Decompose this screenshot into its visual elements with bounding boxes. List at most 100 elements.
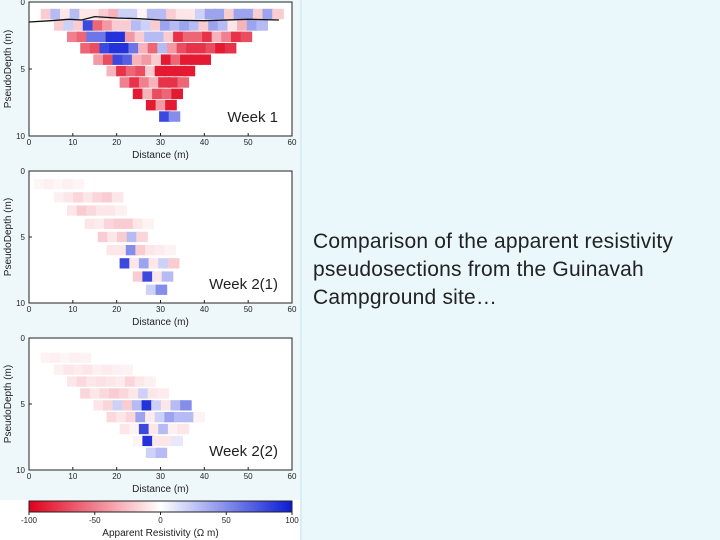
- resistivity-cell: [105, 31, 118, 43]
- resistivity-cell: [159, 111, 171, 122]
- resistivity-cell: [195, 43, 208, 54]
- resistivity-cell: [69, 8, 82, 20]
- resistivity-cell: [185, 8, 197, 20]
- resistivity-cell: [163, 31, 176, 43]
- resistivity-cell: [138, 423, 151, 435]
- resistivity-cell: [158, 258, 170, 269]
- resistivity-cell: [195, 8, 207, 20]
- resistivity-cell: [96, 376, 108, 387]
- resistivity-cell: [127, 8, 140, 20]
- resistivity-cell: [126, 231, 139, 243]
- resistivity-cell: [63, 192, 76, 203]
- resistivity-cell: [132, 435, 145, 447]
- resistivity-cell: [102, 364, 114, 375]
- resistivity-cell: [93, 54, 105, 65]
- x-tick-label: 30: [156, 305, 165, 314]
- resistivity-cell: [132, 218, 145, 229]
- resistivity-cell: [106, 412, 119, 423]
- resistivity-cell: [103, 400, 115, 411]
- resistivity-cell: [79, 8, 91, 20]
- resistivity-cell: [170, 54, 183, 65]
- resistivity-cell: [155, 284, 168, 295]
- resistivity-cell: [138, 388, 150, 399]
- resistivity-cell: [140, 20, 153, 31]
- resistivity-cell: [154, 65, 167, 77]
- resistivity-cell: [73, 20, 85, 31]
- resistivity-cell: [208, 20, 220, 31]
- resistivity-cell: [147, 43, 160, 54]
- resistivity-cell: [154, 245, 167, 256]
- resistivity-cell: [167, 423, 180, 435]
- resistivity-cell: [60, 8, 72, 20]
- resistivity-cell: [144, 31, 156, 43]
- panel-title: Week 2(1): [209, 276, 278, 293]
- resistivity-cell: [180, 54, 192, 65]
- resistivity-cell: [170, 400, 183, 411]
- resistivity-cell: [116, 245, 128, 256]
- x-tick-label: 20: [112, 305, 121, 314]
- resistivity-cell: [119, 423, 132, 435]
- resistivity-cell: [155, 447, 168, 458]
- resistivity-cell: [92, 20, 105, 31]
- figure-area: 0 10 20 30 40 50 60 0 5 10 Distance (m) PseudoDepth…: [0, 0, 300, 540]
- resistivity-cell: [53, 20, 66, 31]
- x-tick-label: 60: [288, 305, 297, 314]
- y-axis-label: PseudoDepth (m): [3, 198, 14, 276]
- resistivity-cell: [99, 388, 112, 399]
- resistivity-cell: [193, 412, 205, 423]
- resistivity-cell: [115, 376, 127, 387]
- resistivity-cell: [152, 271, 164, 282]
- resistivity-cell: [198, 20, 211, 31]
- resistivity-cell: [128, 388, 140, 399]
- resistivity-cell: [215, 43, 227, 54]
- resistivity-cell: [161, 271, 174, 282]
- resistivity-cell: [144, 376, 156, 387]
- y-axis-label: PseudoDepth (m): [3, 365, 14, 443]
- divider: [300, 0, 302, 540]
- resistivity-cell: [135, 412, 147, 423]
- resistivity-cell: [84, 218, 97, 229]
- resistivity-cell: [167, 77, 180, 88]
- topography-line: [28, 15, 279, 23]
- resistivity-cell: [142, 271, 154, 282]
- resistivity-cell: [34, 179, 46, 190]
- resistivity-cell: [43, 179, 56, 190]
- resistivity-cell: [76, 205, 89, 216]
- resistivity-cell: [118, 43, 131, 54]
- resistivity-cell: [89, 8, 101, 20]
- resistivity-cell: [128, 43, 140, 54]
- resistivity-cell: [154, 412, 167, 423]
- x-axis-label: Distance (m): [132, 317, 189, 328]
- resistivity-cell: [164, 65, 176, 77]
- y-tick-label: 10: [16, 132, 25, 141]
- resistivity-cell: [129, 423, 141, 435]
- resistivity-cell: [262, 8, 275, 20]
- resistivity-cell: [94, 218, 106, 229]
- resistivity-cell: [142, 435, 154, 447]
- resistivity-cell: [117, 231, 129, 243]
- resistivity-cell: [40, 352, 53, 363]
- resistivity-cell: [131, 54, 144, 65]
- resistivity-cell: [188, 20, 201, 31]
- resistivity-cell: [98, 8, 111, 20]
- resistivity-cell: [53, 364, 66, 375]
- resistivity-cell: [124, 376, 137, 387]
- resistivity-cell: [115, 205, 127, 216]
- resistivity-cell: [153, 31, 166, 43]
- resistivity-cell: [138, 258, 151, 269]
- x-tick-label: 40: [200, 138, 209, 147]
- y-axis-label: PseudoDepth (m): [3, 30, 14, 108]
- resistivity-cell: [240, 31, 253, 43]
- resistivity-cell: [107, 231, 119, 243]
- x-tick-label: 0: [27, 305, 32, 314]
- resistivity-cell: [103, 218, 116, 229]
- resistivity-cell: [138, 43, 150, 54]
- resistivity-cell: [105, 205, 118, 216]
- x-tick-label: 10: [68, 472, 77, 481]
- resistivity-cell: [111, 20, 124, 31]
- resistivity-cell: [180, 400, 192, 411]
- resistivity-cell: [221, 31, 233, 43]
- resistivity-cell: [211, 31, 224, 43]
- resistivity-cell: [63, 179, 75, 190]
